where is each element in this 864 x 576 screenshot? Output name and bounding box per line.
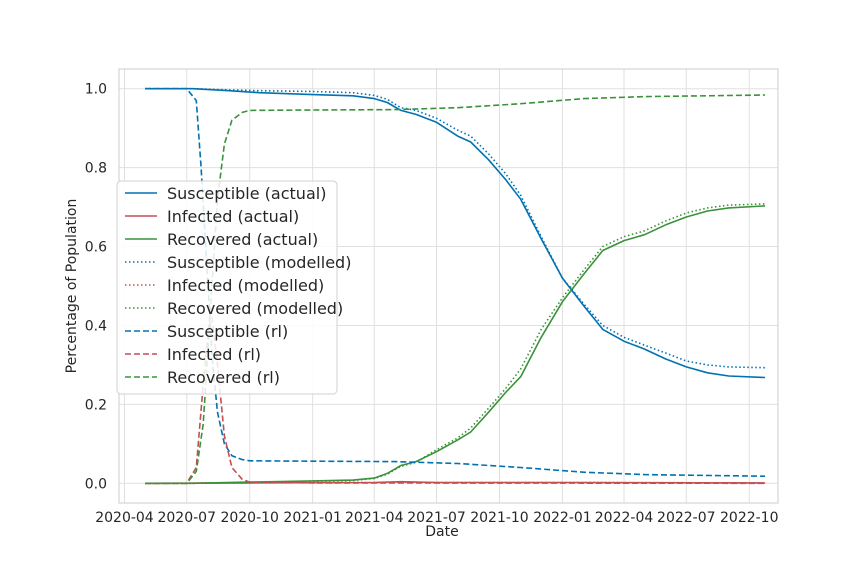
y-axis-label: Percentage of Population <box>64 199 80 374</box>
x-tick-label: 2020-10 <box>220 510 279 526</box>
x-axis-label: Date <box>425 524 458 540</box>
x-tick-label: 2022-01 <box>533 510 592 526</box>
legend: Susceptible (actual) Infected (actual) Rec… <box>116 180 351 395</box>
x-tick-label: 2021-10 <box>470 510 529 526</box>
series-line-recovered-actual <box>145 205 766 485</box>
x-tick-label: 2022-10 <box>720 510 779 526</box>
x-tick-label: 2021-07 <box>407 510 466 526</box>
y-tick-label: 0.4 <box>85 318 107 334</box>
legend-box <box>116 180 338 395</box>
x-tick-label: 2020-07 <box>157 510 216 526</box>
y-axis-ticks: 0.0 0.2 0.4 0.6 0.8 1.0 <box>85 82 107 493</box>
legend-label: Susceptible (modelled) <box>167 253 351 272</box>
x-tick-label: 2022-07 <box>657 510 716 526</box>
series-line-susceptible-actual <box>145 87 766 379</box>
y-tick-label: 0.0 <box>85 476 107 492</box>
x-tick-label: 2020-04 <box>95 510 154 526</box>
y-tick-label: 0.8 <box>85 161 107 177</box>
y-tick-label: 1.0 <box>85 82 107 98</box>
legend-label: Recovered (modelled) <box>167 299 343 318</box>
series-line-recovered-rl <box>145 94 766 485</box>
series-line-susceptible-modelled <box>145 87 766 369</box>
legend-label: Infected (actual) <box>167 207 299 226</box>
legend-label: Susceptible (rl) <box>167 322 288 341</box>
y-tick-label: 0.6 <box>85 240 107 256</box>
legend-label: Recovered (rl) <box>167 368 280 387</box>
series-line-recovered-modelled <box>145 203 766 485</box>
x-tick-label: 2021-01 <box>283 510 342 526</box>
series-line-susceptible-rl <box>145 87 766 477</box>
legend-label: Infected (modelled) <box>167 276 324 295</box>
series-lines <box>144 87 766 485</box>
legend-label: Recovered (actual) <box>167 230 318 249</box>
x-tick-label: 2021-04 <box>345 510 404 526</box>
grid <box>119 69 778 503</box>
legend-label: Infected (rl) <box>167 345 261 364</box>
x-axis-ticks: 2020-04 2020-07 2020-10 2021-01 2021-04 2021-… <box>95 510 778 526</box>
legend-label: Susceptible (actual) <box>167 184 326 203</box>
y-tick-label: 0.2 <box>85 397 107 413</box>
x-tick-label: 2022-04 <box>595 510 654 526</box>
series-line-infected-rl <box>145 304 766 485</box>
